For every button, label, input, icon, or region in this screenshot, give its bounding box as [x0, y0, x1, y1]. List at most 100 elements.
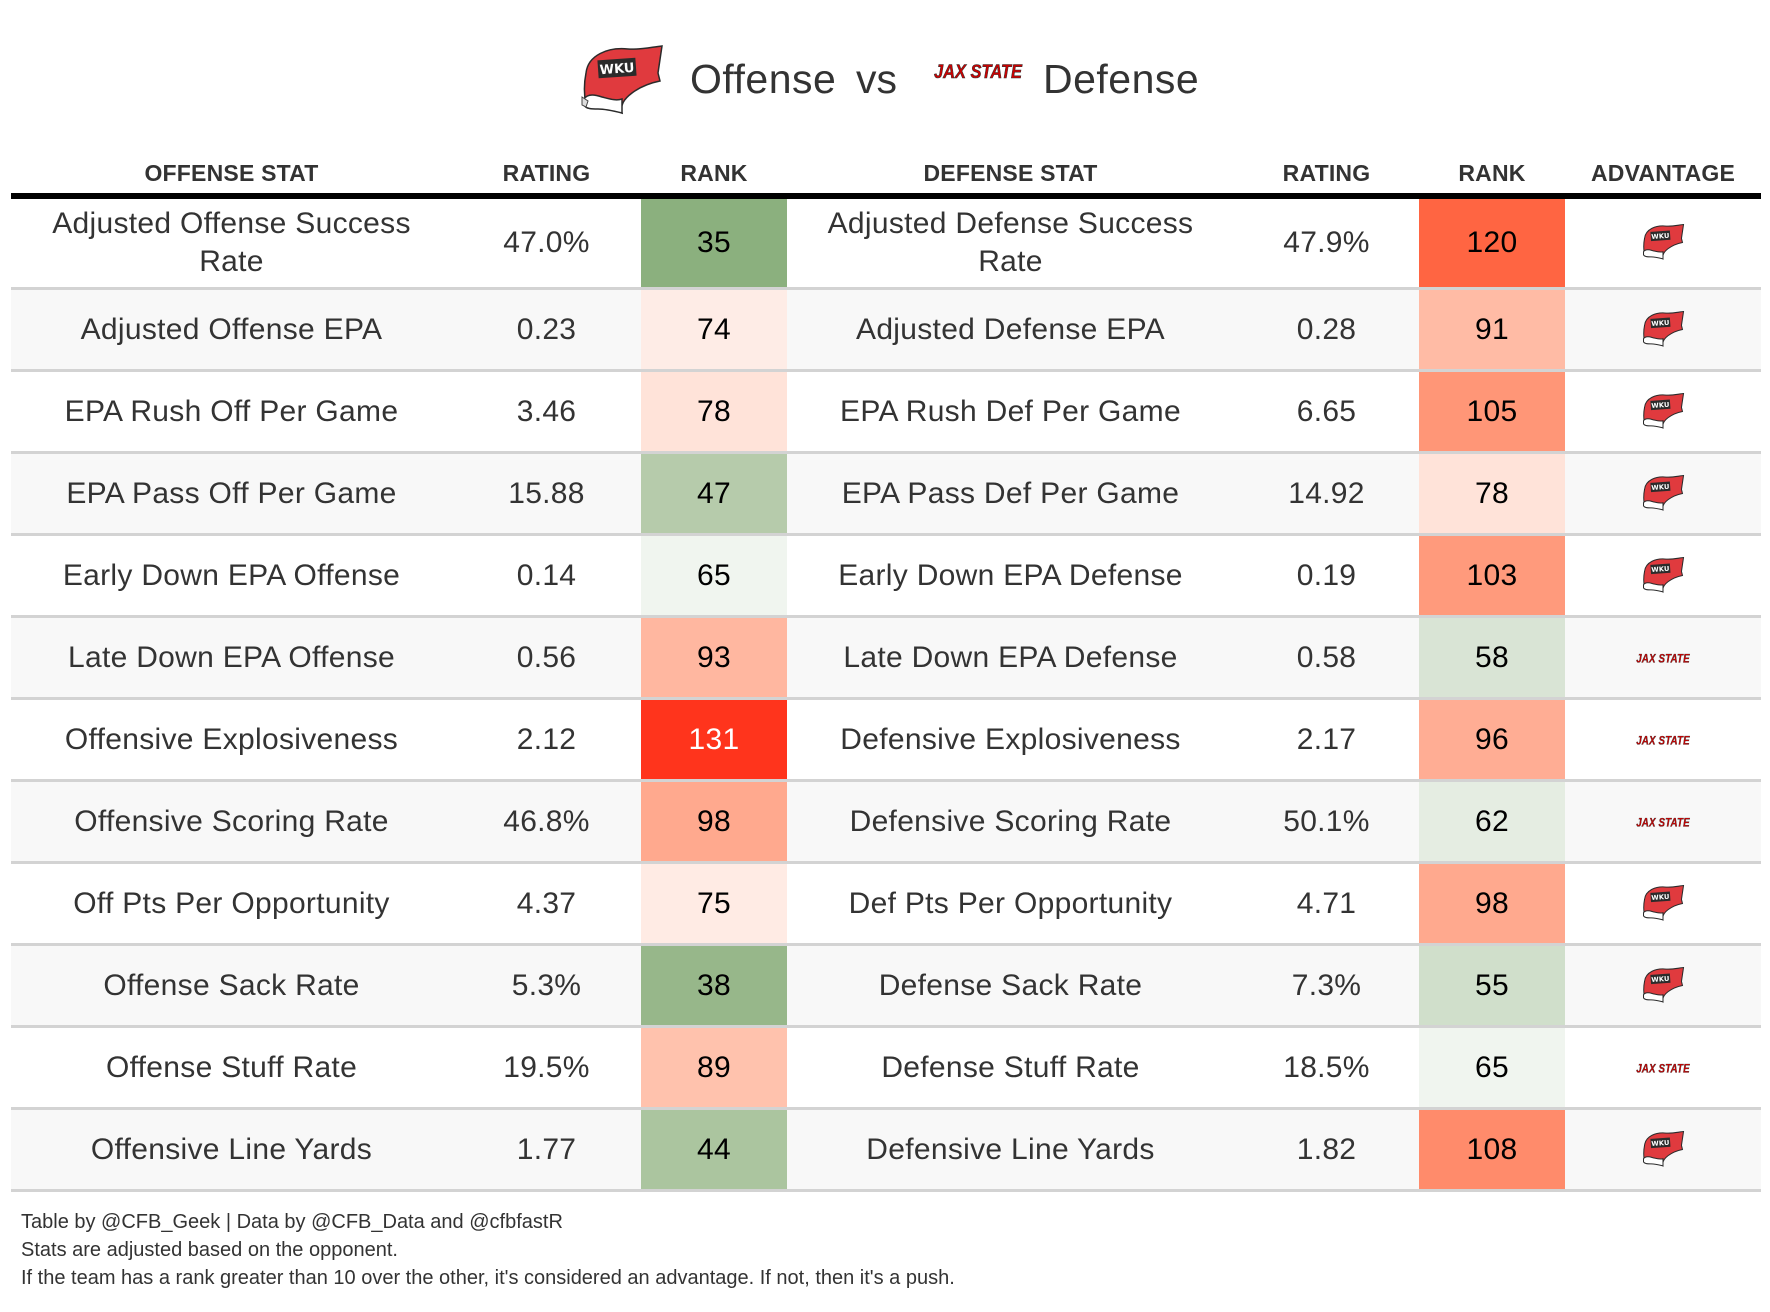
table-row: Early Down EPA Offense 0.14 65 Early Down E…	[11, 536, 1761, 618]
footer-credits: Table by @CFB_Geek | Data by @CFB_Data a…	[21, 1211, 563, 1233]
defense-rank: 105	[1419, 372, 1565, 451]
defense-rank: 58	[1419, 618, 1565, 697]
table-row: Offensive Explosiveness 2.12 131 Defensive …	[11, 700, 1761, 782]
advantage-cell: JAX STATE	[1565, 1028, 1761, 1107]
offense-stat-name: Offense Stuff Rate	[105, 1050, 358, 1084]
offense-stat-name: Offense Sack Rate	[103, 968, 360, 1002]
defense-stat-name: EPA Rush Def Per Game	[840, 394, 1181, 428]
table-row: Offense Stuff Rate 19.5% 89 Defense Stuff R…	[11, 1028, 1761, 1110]
defense-stat-name: EPA Pass Def Per Game	[841, 476, 1180, 510]
header-offense-rank: RANK	[680, 160, 748, 186]
offense-rating: 3.46	[516, 394, 577, 428]
defense-rating: 1.82	[1296, 1132, 1357, 1166]
advantage-cell: WKU	[1565, 1110, 1761, 1189]
offense-rating: 5.3%	[511, 968, 582, 1002]
svg-text:JAX STATE: JAX STATE	[934, 62, 1023, 82]
wku-logo-icon: WKU	[581, 45, 663, 115]
wku-advantage-icon: WKU	[1643, 556, 1685, 593]
header-defense-stat: DEFENSE STAT	[923, 160, 1098, 186]
svg-text:JAX STATE: JAX STATE	[1636, 653, 1690, 665]
defense-rank: 55	[1419, 946, 1565, 1025]
advantage-cell: WKU	[1565, 946, 1761, 1025]
defense-rank: 91	[1419, 290, 1565, 369]
title-defense-label: Defense	[1043, 56, 1200, 102]
defense-rank: 98	[1419, 864, 1565, 943]
offense-rating: 1.77	[516, 1132, 577, 1166]
offense-rank: 93	[641, 618, 787, 697]
wku-advantage-icon: WKU	[1643, 966, 1685, 1003]
svg-text:JAX STATE: JAX STATE	[1636, 817, 1690, 829]
table-row: Late Down EPA Offense 0.56 93 Late Down EPA…	[11, 618, 1761, 700]
defense-rank: 78	[1419, 454, 1565, 533]
table-row: Adjusted Offense EPA 0.23 74 Adjusted Defen…	[11, 290, 1761, 372]
offense-stat-name: Adjusted Offense EPA	[80, 312, 383, 346]
defense-stat-name: Defense Stuff Rate	[881, 1050, 1140, 1084]
defense-stat-name: Def Pts Per Opportunity	[848, 886, 1173, 920]
offense-rating: 19.5%	[503, 1050, 590, 1084]
svg-text:JAX STATE: JAX STATE	[1636, 735, 1690, 747]
defense-stat-name: Defense Sack Rate	[878, 968, 1143, 1002]
header-offense-rating: RATING	[502, 160, 591, 186]
defense-stat-name: Defensive Line Yards	[866, 1132, 1155, 1166]
title-vs-label: vs	[856, 56, 897, 102]
offense-rank: 131	[641, 700, 787, 779]
wku-advantage-icon: WKU	[1643, 310, 1685, 347]
svg-text:WKU: WKU	[1651, 400, 1670, 409]
offense-rating: 0.23	[516, 312, 577, 346]
jax-state-advantage-icon: JAX STATE	[1636, 817, 1690, 829]
jax-state-logo-icon: JAX STATE	[934, 62, 1024, 82]
offense-rating: 0.56	[516, 640, 577, 674]
offense-rank: 74	[641, 290, 787, 369]
defense-rating: 18.5%	[1283, 1050, 1370, 1084]
offense-rating: 0.14	[516, 558, 577, 592]
offense-stat-name: Offensive Scoring Rate	[74, 804, 389, 838]
advantage-cell: WKU	[1565, 536, 1761, 615]
advantage-cell: WKU	[1565, 199, 1761, 287]
offense-rating: 4.37	[516, 886, 577, 920]
defense-stat-name: Early Down EPA Defense	[838, 558, 1183, 592]
offense-stat-name: EPA Rush Off Per Game	[64, 394, 399, 428]
wku-advantage-icon: WKU	[1643, 884, 1685, 921]
defense-rating: 2.17	[1296, 722, 1357, 756]
table-header: OFFENSE STAT RATING RANK DEFENSE STAT RA…	[11, 152, 1761, 199]
svg-text:WKU: WKU	[1651, 232, 1670, 241]
offense-rating: 46.8%	[503, 804, 590, 838]
offense-rank: 47	[641, 454, 787, 533]
defense-rating: 0.58	[1296, 640, 1357, 674]
defense-rating: 47.9%	[1283, 226, 1370, 259]
offense-stat-name: Offensive Explosiveness	[64, 722, 399, 756]
table-body: Adjusted Offense Success Rate 47.0% 35 Adju…	[11, 199, 1761, 1192]
svg-text:WKU: WKU	[1651, 892, 1670, 901]
jax-state-advantage-icon: JAX STATE	[1636, 1063, 1690, 1075]
wku-advantage-icon: WKU	[1643, 392, 1685, 429]
wku-advantage-icon: WKU	[1643, 474, 1685, 511]
footer-note-adjusted: Stats are adjusted based on the opponent…	[21, 1239, 398, 1261]
defense-rank: 65	[1419, 1028, 1565, 1107]
defense-stat-name: Adjusted Defense Success Rate	[827, 207, 1194, 278]
defense-rank: 103	[1419, 536, 1565, 615]
title-bar: WKU Offense vs JAX STATE Defense	[0, 38, 1770, 124]
defense-rank: 108	[1419, 1110, 1565, 1189]
table-row: EPA Pass Off Per Game 15.88 47 EPA Pass Def…	[11, 454, 1761, 536]
table-row: Off Pts Per Opportunity 4.37 75 Def Pts Per…	[11, 864, 1761, 946]
offense-stat-name: Late Down EPA Offense	[67, 640, 396, 674]
defense-rating: 0.28	[1296, 312, 1357, 346]
header-defense-rank: RANK	[1458, 160, 1526, 186]
advantage-cell: JAX STATE	[1565, 782, 1761, 861]
advantage-cell: WKU	[1565, 372, 1761, 451]
advantage-cell: JAX STATE	[1565, 700, 1761, 779]
offense-stat-name: Adjusted Offense Success Rate	[52, 207, 411, 278]
advantage-cell: WKU	[1565, 454, 1761, 533]
jax-state-advantage-icon: JAX STATE	[1636, 735, 1690, 747]
advantage-cell: WKU	[1565, 290, 1761, 369]
svg-text:WKU: WKU	[1651, 1138, 1670, 1147]
offense-rating: 15.88	[508, 476, 585, 510]
wku-advantage-icon: WKU	[1643, 223, 1685, 260]
defense-rating: 0.19	[1296, 558, 1357, 592]
offense-rank: 38	[641, 946, 787, 1025]
offense-rating: 47.0%	[503, 226, 590, 259]
offense-rank: 78	[641, 372, 787, 451]
offense-rank: 75	[641, 864, 787, 943]
offense-rank: 35	[641, 199, 787, 287]
matchup-table: OFFENSE STAT RATING RANK DEFENSE STAT RA…	[11, 152, 1761, 1192]
